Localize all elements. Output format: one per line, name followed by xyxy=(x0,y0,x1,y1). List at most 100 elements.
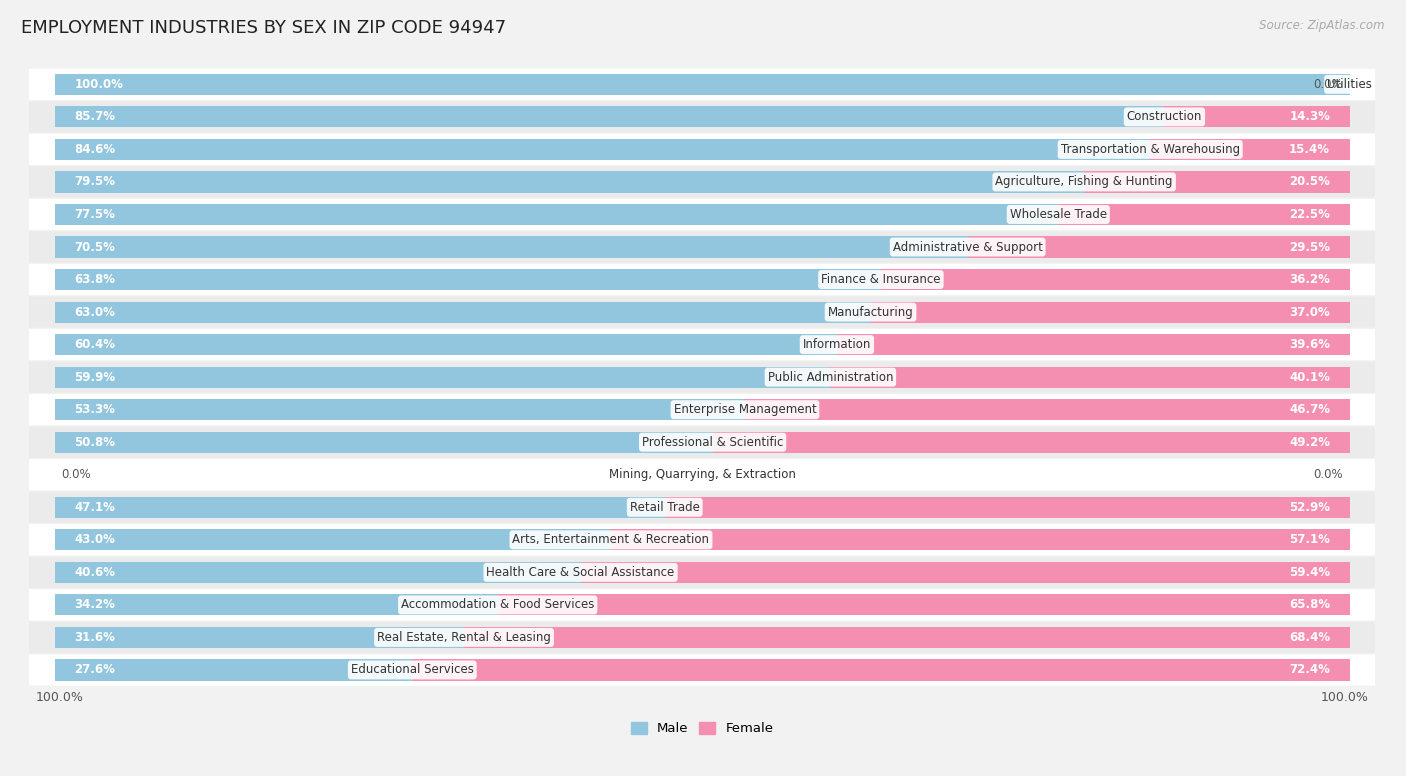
Text: 57.1%: 57.1% xyxy=(1289,533,1330,546)
Text: 40.1%: 40.1% xyxy=(1289,371,1330,383)
Text: 72.4%: 72.4% xyxy=(1289,663,1330,677)
Text: 84.6%: 84.6% xyxy=(75,143,115,156)
Text: 39.6%: 39.6% xyxy=(1289,338,1330,351)
Text: Source: ZipAtlas.com: Source: ZipAtlas.com xyxy=(1260,19,1385,33)
FancyBboxPatch shape xyxy=(30,654,1375,685)
Text: 31.6%: 31.6% xyxy=(75,631,115,644)
Text: 49.2%: 49.2% xyxy=(1289,435,1330,449)
Text: 15.4%: 15.4% xyxy=(1289,143,1330,156)
Text: Finance & Insurance: Finance & Insurance xyxy=(821,273,941,286)
Text: 63.0%: 63.0% xyxy=(75,306,115,319)
Text: 68.4%: 68.4% xyxy=(1289,631,1330,644)
FancyBboxPatch shape xyxy=(30,133,1375,165)
Bar xyxy=(55,594,498,615)
FancyBboxPatch shape xyxy=(30,459,1375,490)
Bar xyxy=(464,627,1350,648)
Bar xyxy=(610,529,1350,550)
Text: Mining, Quarrying, & Extraction: Mining, Quarrying, & Extraction xyxy=(609,468,796,481)
FancyBboxPatch shape xyxy=(30,231,1375,262)
Text: Public Administration: Public Administration xyxy=(768,371,893,383)
Bar xyxy=(55,269,882,290)
Bar xyxy=(967,237,1350,258)
Text: 77.5%: 77.5% xyxy=(75,208,115,221)
Bar xyxy=(745,399,1350,421)
FancyBboxPatch shape xyxy=(30,622,1375,653)
Text: 43.0%: 43.0% xyxy=(75,533,115,546)
Bar xyxy=(870,302,1350,323)
Text: 63.8%: 63.8% xyxy=(75,273,115,286)
Text: 53.3%: 53.3% xyxy=(75,404,115,416)
Bar xyxy=(831,366,1350,388)
Text: 27.6%: 27.6% xyxy=(75,663,115,677)
Bar xyxy=(837,334,1350,355)
Legend: Male, Female: Male, Female xyxy=(626,717,779,741)
FancyBboxPatch shape xyxy=(30,101,1375,133)
Bar xyxy=(55,139,1150,160)
Bar xyxy=(1059,204,1350,225)
Text: 0.0%: 0.0% xyxy=(1313,78,1343,91)
FancyBboxPatch shape xyxy=(30,199,1375,230)
Text: 70.5%: 70.5% xyxy=(75,241,115,254)
Bar xyxy=(55,74,1350,95)
Bar xyxy=(55,497,665,518)
FancyBboxPatch shape xyxy=(30,362,1375,393)
Bar xyxy=(55,237,967,258)
Text: 60.4%: 60.4% xyxy=(75,338,115,351)
Text: 59.9%: 59.9% xyxy=(75,371,115,383)
Text: Manufacturing: Manufacturing xyxy=(828,306,914,319)
Bar xyxy=(55,562,581,583)
Bar xyxy=(55,660,412,681)
Text: Wholesale Trade: Wholesale Trade xyxy=(1010,208,1107,221)
Text: Information: Information xyxy=(803,338,872,351)
Bar xyxy=(55,302,870,323)
Bar xyxy=(665,497,1350,518)
Text: Retail Trade: Retail Trade xyxy=(630,501,700,514)
Text: 47.1%: 47.1% xyxy=(75,501,115,514)
Text: 100.0%: 100.0% xyxy=(35,691,83,704)
Bar xyxy=(55,171,1084,192)
FancyBboxPatch shape xyxy=(30,525,1375,556)
Bar xyxy=(713,431,1350,452)
FancyBboxPatch shape xyxy=(30,427,1375,458)
Text: 50.8%: 50.8% xyxy=(75,435,115,449)
Bar xyxy=(55,627,464,648)
FancyBboxPatch shape xyxy=(30,556,1375,588)
FancyBboxPatch shape xyxy=(30,492,1375,523)
Text: 79.5%: 79.5% xyxy=(75,175,115,189)
Text: Utilities: Utilities xyxy=(1327,78,1372,91)
Bar xyxy=(1164,106,1350,127)
Text: 40.6%: 40.6% xyxy=(75,566,115,579)
Text: 37.0%: 37.0% xyxy=(1289,306,1330,319)
Bar xyxy=(1150,139,1350,160)
Text: Enterprise Management: Enterprise Management xyxy=(673,404,817,416)
Text: Administrative & Support: Administrative & Support xyxy=(893,241,1043,254)
Text: Construction: Construction xyxy=(1126,110,1202,123)
Text: Professional & Scientific: Professional & Scientific xyxy=(643,435,783,449)
Text: 22.5%: 22.5% xyxy=(1289,208,1330,221)
FancyBboxPatch shape xyxy=(30,296,1375,327)
Text: 14.3%: 14.3% xyxy=(1289,110,1330,123)
Text: 100.0%: 100.0% xyxy=(75,78,124,91)
FancyBboxPatch shape xyxy=(30,589,1375,621)
Text: Real Estate, Rental & Leasing: Real Estate, Rental & Leasing xyxy=(377,631,551,644)
FancyBboxPatch shape xyxy=(30,166,1375,198)
Bar xyxy=(55,106,1164,127)
Text: Transportation & Warehousing: Transportation & Warehousing xyxy=(1060,143,1240,156)
Text: Educational Services: Educational Services xyxy=(352,663,474,677)
FancyBboxPatch shape xyxy=(30,394,1375,425)
Bar xyxy=(1084,171,1350,192)
Text: 0.0%: 0.0% xyxy=(1313,468,1343,481)
Bar xyxy=(55,334,837,355)
Text: 46.7%: 46.7% xyxy=(1289,404,1330,416)
Bar xyxy=(55,399,745,421)
Bar xyxy=(55,529,612,550)
Text: 0.0%: 0.0% xyxy=(62,468,91,481)
Text: 52.9%: 52.9% xyxy=(1289,501,1330,514)
Text: Accommodation & Food Services: Accommodation & Food Services xyxy=(401,598,595,611)
Text: 100.0%: 100.0% xyxy=(1322,691,1369,704)
FancyBboxPatch shape xyxy=(30,264,1375,295)
Text: 65.8%: 65.8% xyxy=(1289,598,1330,611)
Bar xyxy=(55,204,1059,225)
FancyBboxPatch shape xyxy=(30,329,1375,360)
Text: 29.5%: 29.5% xyxy=(1289,241,1330,254)
